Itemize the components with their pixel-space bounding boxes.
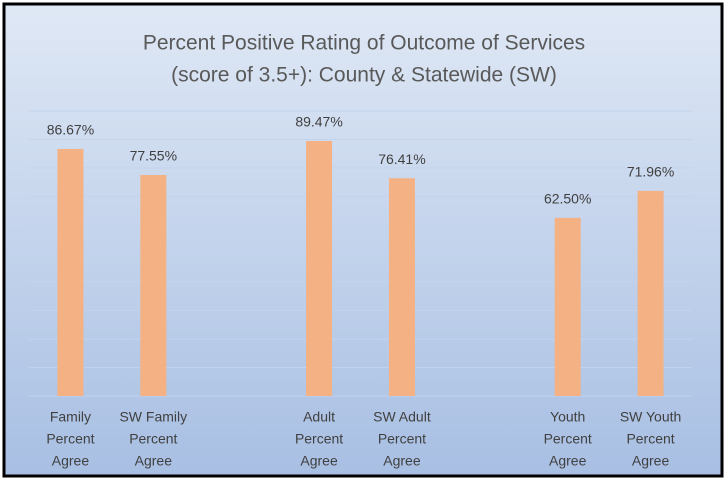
x-tick-label: SW Family	[119, 409, 187, 425]
data-label: 71.96%	[627, 164, 674, 180]
data-label: 77.55%	[130, 148, 177, 164]
x-tick-label: Percent	[378, 431, 426, 447]
chart-title: Percent Positive Rating of Outcome of Se…	[143, 32, 585, 55]
x-tick-label: Agree	[549, 453, 587, 469]
data-label: 89.47%	[295, 114, 342, 130]
x-tick-label: SW Adult	[373, 409, 431, 425]
x-tick-label: Percent	[295, 431, 343, 447]
bar	[57, 148, 84, 396]
x-tick-label: Agree	[300, 453, 338, 469]
chart-title: (score of 3.5+): County & Statewide (SW)	[171, 64, 557, 87]
x-tick-label: Agree	[632, 453, 670, 469]
x-tick-label: Percent	[46, 431, 94, 447]
x-tick-label: Percent	[544, 431, 592, 447]
bar	[554, 217, 581, 396]
bar	[637, 190, 664, 396]
x-tick-label: Adult	[303, 409, 335, 425]
data-label: 62.50%	[544, 191, 591, 207]
x-tick-label: Family	[50, 409, 91, 425]
bar	[140, 174, 167, 396]
data-label: 76.41%	[378, 151, 425, 167]
x-tick-label: Agree	[383, 453, 421, 469]
bar	[306, 141, 333, 396]
data-label: 86.67%	[47, 122, 94, 138]
x-tick-label: Agree	[52, 453, 90, 469]
x-tick-label: Agree	[135, 453, 173, 469]
x-tick-label: Percent	[626, 431, 674, 447]
x-tick-label: SW Youth	[620, 409, 682, 425]
x-tick-label: Percent	[129, 431, 177, 447]
bar	[388, 178, 415, 396]
x-tick-label: Youth	[550, 409, 585, 425]
